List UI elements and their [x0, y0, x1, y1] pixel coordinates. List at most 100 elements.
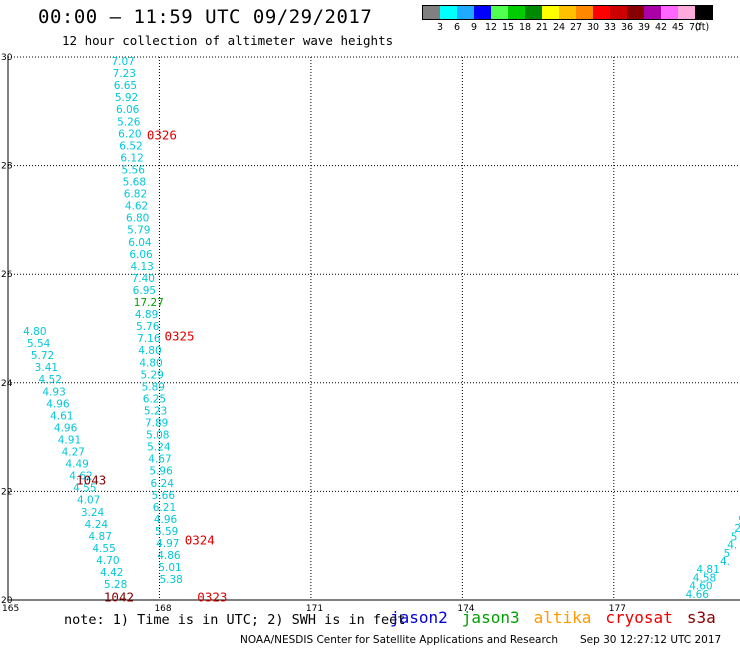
mission-jason2: jason2: [390, 608, 448, 627]
wave-height-value: 4.55: [92, 543, 115, 555]
wave-height-value: 6.24: [151, 478, 175, 490]
wave-height-value: 5.01: [158, 562, 181, 574]
color-scale-bar: [422, 5, 713, 20]
scale-swatch: [508, 6, 525, 19]
wave-height-value: 7.07: [111, 56, 134, 68]
wave-height-value: 6.06: [129, 249, 153, 261]
pass-time-label: 1043: [76, 473, 106, 488]
scale-swatch: [576, 6, 593, 19]
lat-tick-label: 28: [1, 162, 13, 172]
wave-height-value: 4.49: [65, 459, 88, 471]
pass-time-label: 1042: [104, 589, 134, 604]
color-scale-labels: 3 6 9 12 15 18 21 24 27 30 33 36 39 42 45 70 (ft): [422, 20, 713, 33]
wave-height-value: 5.79: [127, 225, 150, 237]
scale-label: 42: [654, 22, 668, 33]
wave-height-value: 6.04: [128, 237, 152, 249]
wave-height-value: 5.54: [27, 338, 51, 350]
wave-height-value: 4.07: [77, 495, 100, 507]
wave-height-value: 4.24: [85, 519, 109, 531]
scale-swatch: [457, 6, 474, 19]
scale-label: 15: [501, 22, 515, 33]
scale-swatch: [440, 6, 457, 19]
wave-height-value: 4.80: [138, 345, 161, 357]
lon-tick-label: 165: [2, 604, 19, 614]
wave-height-value: 4.61: [50, 410, 73, 422]
wave-height-value: 5.59: [155, 526, 178, 538]
wave-height-value: 5.24: [147, 442, 171, 454]
wave-height-value: 5.72: [31, 350, 54, 362]
pass-time-label: 0325: [164, 329, 194, 344]
scale-swatch: [559, 6, 576, 19]
wave-height-value: 5.68: [123, 177, 146, 189]
wave-height-value: 4.87: [89, 531, 112, 543]
scale-label: 21: [535, 22, 549, 33]
wave-height-value: 6.80: [126, 213, 149, 225]
wave-height-value: 5.92: [115, 92, 138, 104]
wave-height-value: 4.: [727, 540, 737, 552]
wave-height-value: 5: [731, 531, 738, 543]
mission-cryosat: cryosat: [605, 608, 673, 627]
wave-height-value: 2: [734, 523, 740, 535]
footer-credit: NOAA/NESDIS Center for Satellite Applica…: [240, 634, 558, 646]
wave-height-value: 4.62: [69, 471, 92, 483]
scale-label: 27: [569, 22, 583, 33]
map-subtitle: 12 hour collection of altimeter wave hei…: [62, 33, 394, 48]
wave-height-value: 5: [724, 548, 731, 560]
scale-label: 30: [586, 22, 600, 33]
mission-s3a: s3a: [686, 608, 716, 627]
map-title: 00:00 – 11:59 UTC 09/29/2017: [38, 6, 373, 28]
wave-height-value: 5.76: [136, 321, 160, 333]
wave-height-value: 6.52: [119, 140, 142, 152]
wave-height-value: 6.21: [153, 502, 176, 514]
wave-height-value: 4.52: [39, 374, 62, 386]
wave-height-value: 3.24: [81, 507, 105, 519]
pass-time-label: 0324: [185, 532, 215, 547]
wave-height-value: 5.29: [140, 369, 163, 381]
wave-height-value: 4.62: [125, 201, 148, 213]
scale-swatch: [644, 6, 661, 19]
wave-height-value: 7.23: [113, 68, 136, 80]
wave-height-tracks: 7.077.236.655.926.065.266.206.526.125.56…: [23, 56, 740, 601]
wave-height-value: 4.70: [96, 555, 119, 567]
lat-tick-label: 24: [1, 379, 13, 389]
wave-height-value: 4.66: [686, 589, 710, 601]
wave-height-value: 7.16: [137, 333, 161, 345]
scale-swatch: [627, 6, 644, 19]
wave-height-value: 6.82: [124, 189, 147, 201]
wave-height-value: 4.97: [156, 538, 179, 550]
lat-tick-label: 26: [1, 270, 13, 280]
wave-height-value: 6.95: [133, 285, 156, 297]
pass-time-label: 0323: [197, 589, 227, 604]
scale-swatch: [542, 6, 559, 19]
scale-swatch: [695, 6, 712, 19]
lat-tick-label: 30: [1, 53, 13, 63]
wave-height-value: 4.60: [689, 581, 712, 593]
wave-height-value: 6.25: [143, 393, 166, 405]
scale-swatch: [610, 6, 627, 19]
wave-height-value: 4.81: [696, 564, 719, 576]
wave-height-value: 7.40: [132, 273, 155, 285]
wave-height-value: 6.06: [116, 104, 140, 116]
wave-height-value: 4.42: [100, 567, 123, 579]
wave-height-value: 4.86: [157, 550, 181, 562]
scale-label: 33: [603, 22, 617, 33]
wave-height-value: 4.55: [73, 483, 96, 495]
pass-time-labels: 0326032503240323104310420: [76, 128, 227, 605]
wave-height-value: 5.08: [146, 430, 169, 442]
lat-tick-label: 22: [1, 487, 12, 497]
scale-label: 45: [671, 22, 685, 33]
wave-height-value: 4.96: [154, 514, 178, 526]
wave-height-value: 5.26: [117, 116, 141, 128]
scale-swatch: [661, 6, 678, 19]
pass-time-label: 0326: [147, 128, 177, 143]
wave-height-value: 4.96: [54, 422, 78, 434]
wave-height-value: 5.96: [149, 466, 173, 478]
scale-swatch: [474, 6, 491, 19]
wave-height-value: 4.80: [139, 357, 162, 369]
footer-timestamp: Sep 30 12:27:12 UTC 2017: [580, 634, 722, 646]
wave-height-value: 6.65: [114, 80, 137, 92]
wave-height-value: 4.93: [42, 386, 65, 398]
wave-height-value: 4.96: [46, 398, 70, 410]
wave-height-value: 4.13: [130, 261, 153, 273]
